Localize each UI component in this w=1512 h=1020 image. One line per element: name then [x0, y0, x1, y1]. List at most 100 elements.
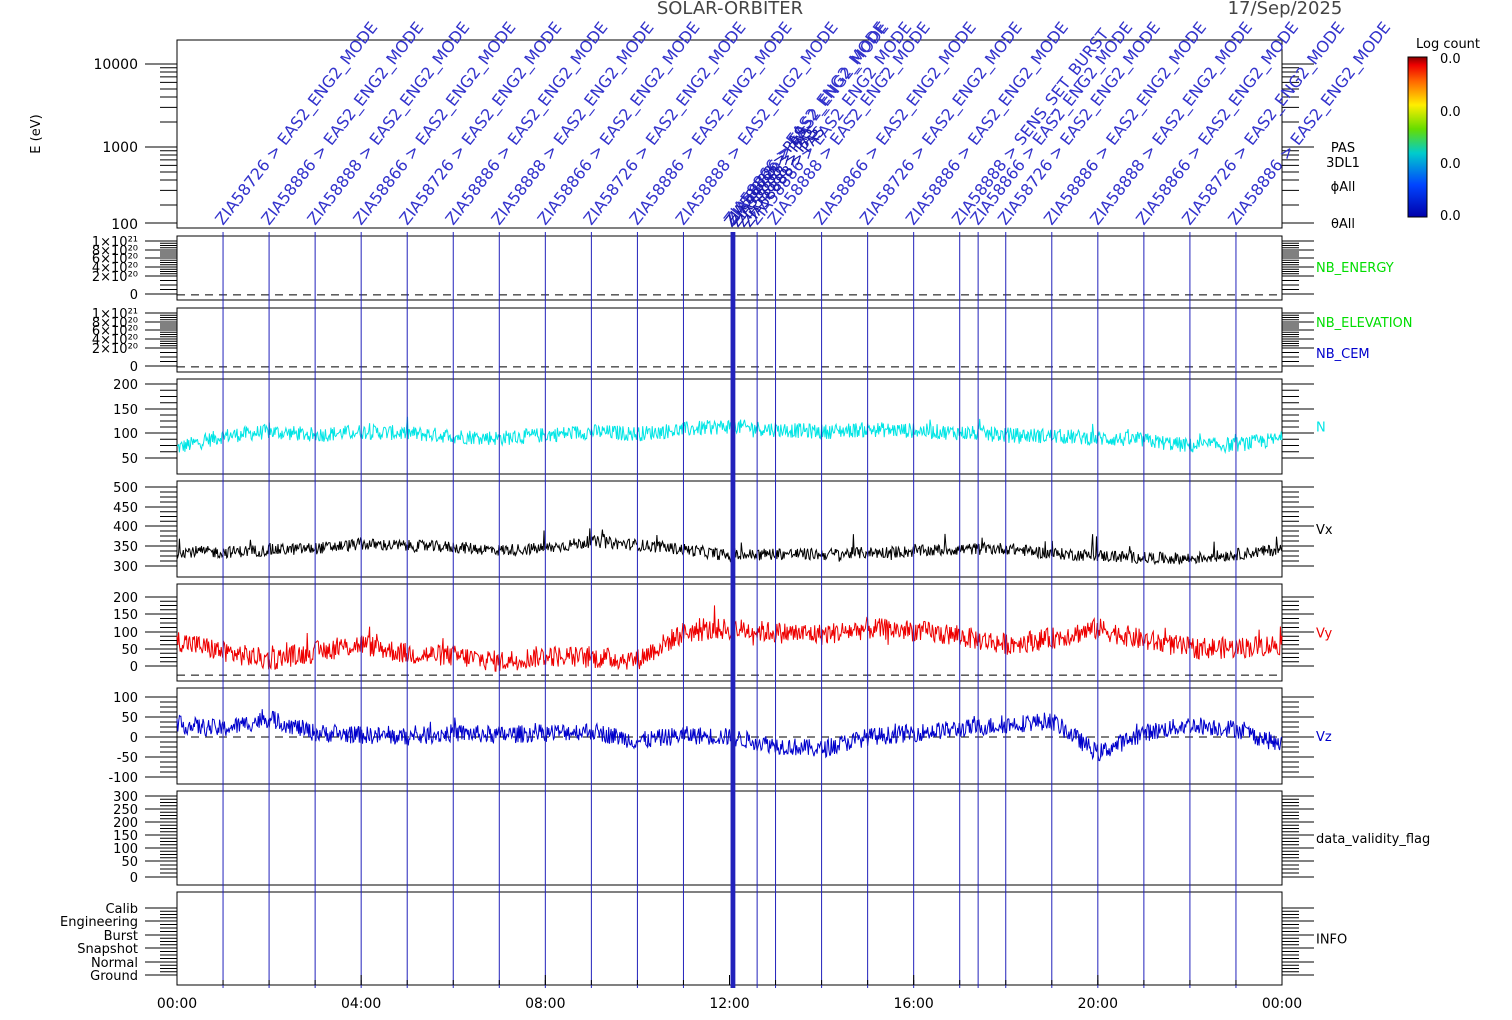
spectrogram-ytick: 1000 — [102, 140, 138, 156]
panel-ytick: 6×10²⁰ — [92, 252, 138, 267]
data-panels: 1×10²¹8×10²⁰6×10²⁰4×10²⁰2×10²⁰0NB_ENERGY… — [60, 235, 1430, 986]
panel-label-vz: Vz — [1316, 730, 1332, 745]
panel-ytick: 100 — [113, 427, 138, 442]
panel-ytick: 100 — [113, 842, 138, 857]
panel-ytick: -100 — [108, 771, 138, 786]
panel-ytick: 1×10²¹ — [92, 235, 138, 250]
colorbar-tick: 0.0 — [1440, 157, 1461, 172]
xaxis-tick-label: 12:00 — [709, 996, 749, 1012]
panel-ytick: -50 — [117, 751, 138, 766]
panel-ytick: 500 — [113, 481, 138, 496]
panel-ytick: 250 — [113, 803, 138, 818]
xaxis-tick-label: 00:00 — [1262, 996, 1302, 1012]
panel-ytick: 400 — [113, 520, 138, 535]
series-line-vz — [176, 709, 1283, 762]
panel-frame — [176, 480, 1283, 578]
panel-ytick: Ground — [90, 969, 138, 984]
xaxis-tick-label: 04:00 — [341, 996, 381, 1012]
panel-ytick: 2×10²⁰ — [92, 342, 138, 357]
series-line-n — [176, 416, 1283, 455]
series-line-vx — [176, 528, 1283, 566]
panel-ytick: 1×10²¹ — [92, 307, 138, 322]
panel-ytick: 8×10²⁰ — [92, 244, 138, 259]
event-lines — [222, 232, 1237, 988]
colorbar-tick: 0.0 — [1440, 105, 1461, 120]
panel-ytick: Burst — [104, 929, 138, 944]
spectrogram-ytick: 10000 — [93, 57, 138, 73]
panel-label-vx: Vx — [1316, 523, 1333, 538]
colorbar — [1407, 56, 1428, 218]
panel-ytick: 6×10²⁰ — [92, 324, 138, 339]
panel-ytick: 0 — [130, 288, 138, 303]
panel-n: 200 150 100 50 N — [113, 378, 1326, 475]
panel-ytick: 350 — [113, 540, 138, 555]
spectrogram-label-theta: θAll — [1331, 217, 1355, 232]
mission-title: SOLAR-ORBITER — [657, 0, 803, 19]
time-axis: 00:00 04:00 08:00 12:00 16:00 20:00 00:00 — [157, 975, 1302, 1012]
xaxis-tick-label: 16:00 — [893, 996, 933, 1012]
xaxis-tick-label: 00:00 — [157, 996, 197, 1012]
colorbar-tick: 0.0 — [1440, 209, 1461, 224]
spectrogram-panel — [176, 39, 1283, 229]
panel-ytick: Snapshot — [77, 942, 138, 957]
panel-frame — [176, 235, 1283, 301]
panel-vy: 200 150 100 50 0 Vy — [113, 583, 1333, 682]
panel-ytick: 150 — [113, 829, 138, 844]
event-annotation: ZIA58726 > EAS2_ENG2_MODE — [211, 18, 382, 229]
panel-label-vy: Vy — [1316, 627, 1333, 642]
panel-ytick: 2×10²⁰ — [92, 270, 138, 285]
panel-vz: 100 50 0 -50 -100 Vz — [108, 687, 1332, 786]
panel-ytick: 100 — [113, 691, 138, 706]
panel-ytick: 50 — [121, 711, 138, 726]
panel-ytick: 50 — [121, 855, 138, 870]
colorbar-tick: 0.0 — [1440, 52, 1461, 67]
date-title: 17/Sep/2025 — [1228, 0, 1343, 19]
spectrogram-label-phi: ϕAll — [1331, 180, 1356, 195]
panel-ytick: 0 — [130, 660, 138, 675]
series-line-vy — [176, 605, 1283, 672]
panel-ytick: 50 — [121, 452, 138, 467]
panel-ytick: 8×10²⁰ — [92, 316, 138, 331]
spectrogram-ylabel: E (eV) — [29, 114, 44, 153]
panel-label-nb_energy: NB_ENERGY — [1316, 261, 1394, 276]
panel-ytick: 50 — [121, 643, 138, 658]
panel-ytick: 200 — [113, 816, 138, 831]
panel-ytick: 4×10²⁰ — [92, 261, 138, 276]
panel-ytick: 450 — [113, 501, 138, 516]
panel-ytick: 150 — [113, 403, 138, 418]
panel-ytick: 150 — [113, 608, 138, 623]
panel-ytick: 0 — [130, 731, 138, 746]
panel-vx: 500 450 400 350 300 Vx — [113, 480, 1333, 578]
panel-label-nb_elevation: NB_ELEVATION — [1316, 316, 1413, 331]
panel-frame — [176, 687, 1283, 785]
panel-label-n: N — [1316, 421, 1326, 436]
spectrogram-label-3dl1: 3DL1 — [1326, 156, 1360, 171]
panel-ytick: 4×10²⁰ — [92, 333, 138, 348]
spectrogram-minor-ticks — [145, 63, 1314, 224]
colorbar-title: Log count — [1416, 37, 1480, 52]
panel-frame — [176, 790, 1283, 886]
panel-ytick: Engineering — [60, 915, 138, 930]
panel-label-info: INFO — [1316, 933, 1347, 948]
panel-ytick: 0 — [130, 871, 138, 886]
panel-label-nb-cem: NB_CEM — [1316, 347, 1370, 362]
panel-ytick: 200 — [113, 591, 138, 606]
xaxis-tick-label: 08:00 — [525, 996, 565, 1012]
spectrogram-label-pas: PAS — [1331, 141, 1355, 156]
spectrogram-ytick: 100 — [111, 217, 138, 233]
panel-ytick: 100 — [113, 626, 138, 641]
panel-frame — [176, 891, 1283, 986]
panel-ytick: 300 — [113, 560, 138, 575]
panel-ytick: 200 — [113, 378, 138, 393]
panel-ytick: Normal — [91, 956, 138, 971]
panel-ytick: 300 — [113, 790, 138, 805]
xaxis-tick-label: 20:00 — [1078, 996, 1118, 1012]
panel-ytick: Calib — [105, 902, 138, 917]
panel-info: CalibEngineeringBurstSnapshotNormalGroun… — [60, 891, 1347, 986]
panel-ytick: 0 — [130, 360, 138, 375]
